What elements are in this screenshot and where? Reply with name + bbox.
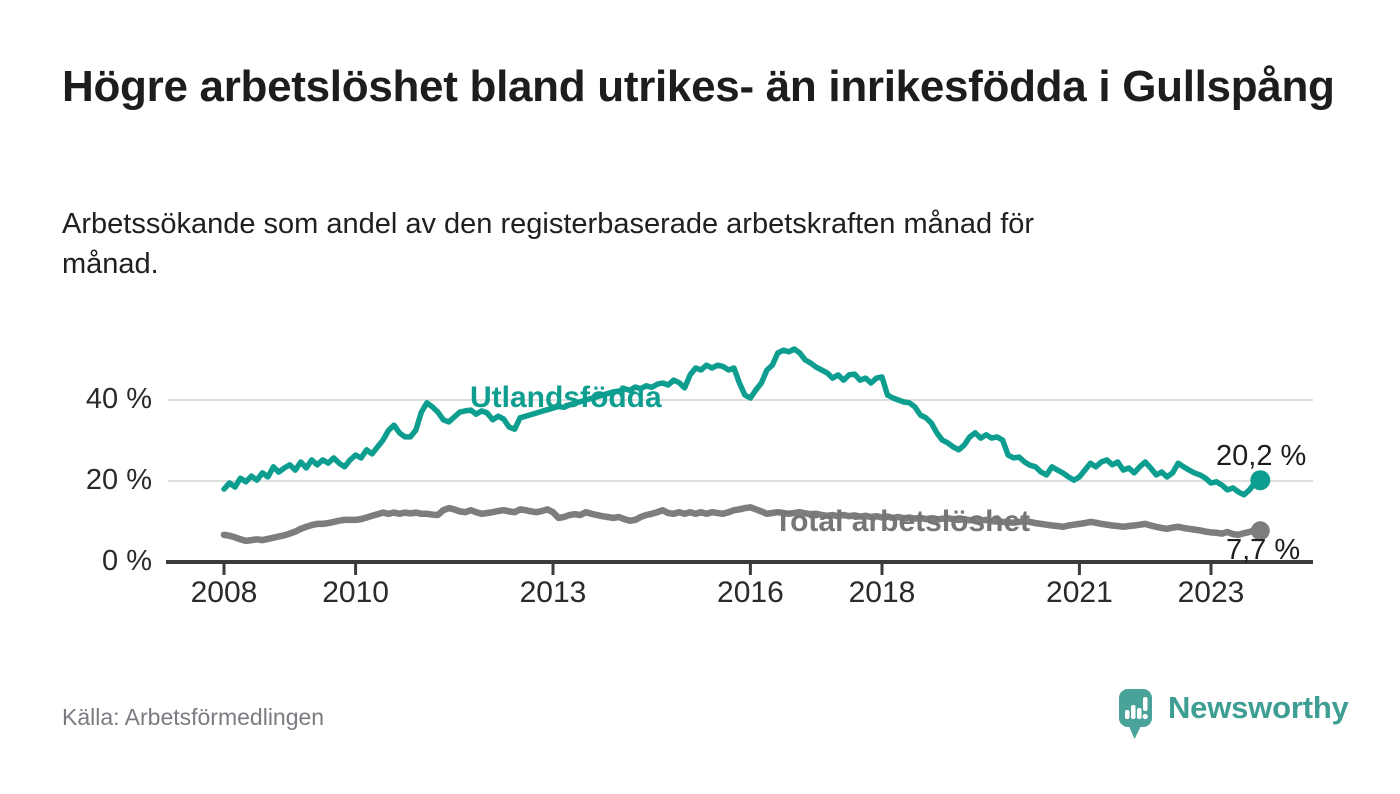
brand-lockup: Newsworthy xyxy=(1118,688,1349,742)
newsworthy-logo-icon xyxy=(1119,689,1152,739)
y-tick-20: 20 % xyxy=(85,464,152,496)
page-subtitle: Arbetssökande som andel av den registerb… xyxy=(62,208,1035,281)
x-tick-label: 2018 xyxy=(848,576,916,609)
x-tick-label: 2021 xyxy=(1046,576,1113,609)
gridlines xyxy=(168,399,1313,482)
foreign-born-line xyxy=(221,346,1264,498)
source-credit: Källa: Arbetsförmedlingen xyxy=(62,704,325,730)
foreign-endpoint-dot xyxy=(1250,470,1271,491)
x-tick-label: 2010 xyxy=(322,576,389,609)
x-tick-label: 2013 xyxy=(519,576,587,609)
x-axis-ticks xyxy=(222,562,1213,575)
y-tick-0: 0 % xyxy=(102,545,152,577)
series-label-foreign-born: Utlandsfödda xyxy=(470,381,662,414)
series-label-total: Total arbetslöshet xyxy=(774,505,1031,538)
total-endpoint-dot xyxy=(1250,521,1270,541)
total-end-value-label: 7,7 % xyxy=(1226,534,1301,566)
x-tick-label: 2008 xyxy=(190,576,258,609)
x-tick-label: 2016 xyxy=(717,576,784,609)
page-title: Högre arbetslöshet bland utrikes- än inr… xyxy=(62,62,1335,111)
total-unemployment-line xyxy=(220,504,1264,545)
brand-name: Newsworthy xyxy=(1168,690,1349,725)
y-tick-40: 40 % xyxy=(85,383,152,415)
x-tick-label: 2023 xyxy=(1177,576,1245,609)
foreign-end-value-label: 20,2 % xyxy=(1216,440,1307,472)
